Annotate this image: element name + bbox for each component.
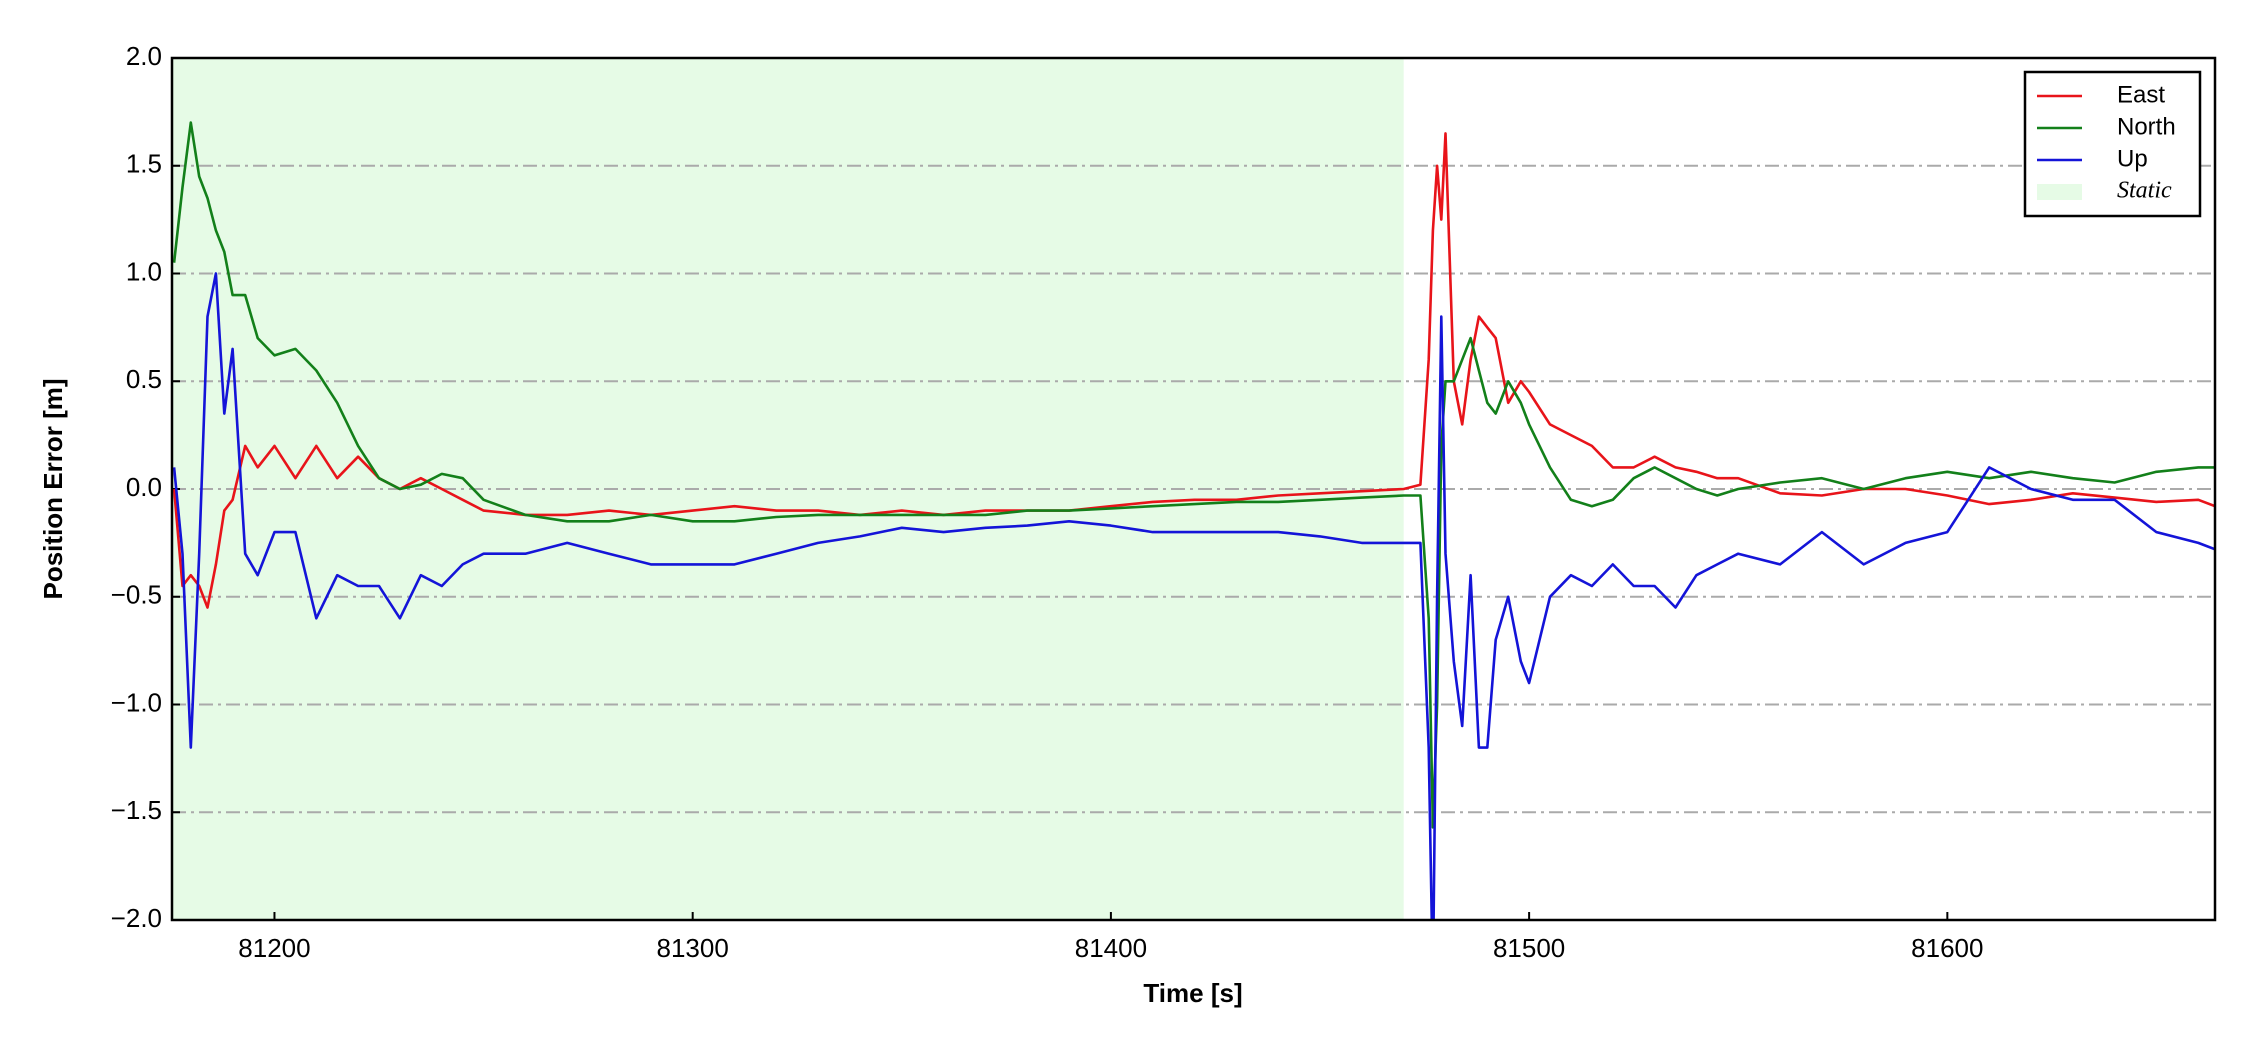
y-tick-label: 2.0 (126, 41, 162, 71)
y-axis-title: Position Error [m] (38, 378, 68, 599)
legend-label: Static (2117, 178, 2172, 204)
x-tick-label: 81600 (1911, 933, 1983, 963)
y-tick-label: −1.5 (111, 795, 162, 825)
y-tick-label: 1.0 (126, 256, 162, 286)
y-tick-label: 0.5 (126, 364, 162, 394)
legend-label: East (2117, 81, 2165, 108)
x-tick-label: 81300 (657, 933, 729, 963)
plot-area (172, 121, 2215, 920)
x-tick-label: 81400 (1075, 933, 1147, 963)
x-tick-label: 81500 (1493, 933, 1565, 963)
plot-frame (170, 56, 2217, 922)
x-axis-title: Time [s] (1143, 978, 1242, 1008)
y-tick-label: −1.0 (111, 687, 162, 717)
legend-label: North (2117, 113, 2176, 140)
series-line (172, 132, 2215, 609)
legend-label: Up (2117, 145, 2148, 172)
y-tick-label: −2.0 (111, 903, 162, 933)
x-tick-label: 81200 (238, 933, 310, 963)
legend-swatch (2037, 184, 2082, 200)
series-line (172, 121, 2215, 829)
y-tick-label: 1.5 (126, 149, 162, 179)
y-tick-label: 0.0 (126, 472, 162, 502)
series-line (172, 272, 2215, 920)
y-tick-label: −0.5 (111, 580, 162, 610)
